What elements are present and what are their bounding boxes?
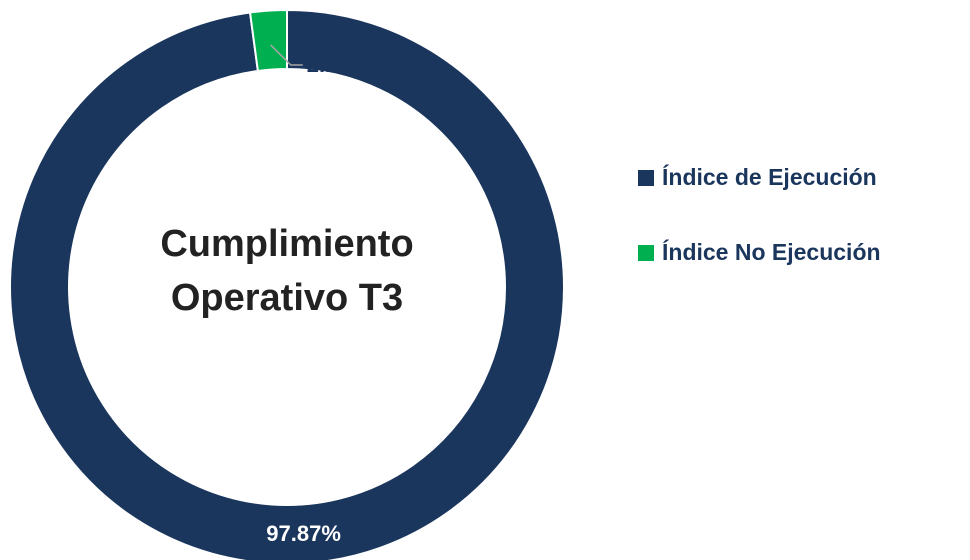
donut-slice — [9, 8, 565, 560]
legend-label: Índice No Ejecución — [662, 238, 881, 265]
legend-swatch — [638, 245, 654, 261]
donut-slice — [248, 8, 288, 73]
data-label: 2.13% — [307, 52, 369, 77]
data-label: 97.87% — [266, 521, 341, 546]
legend-swatch — [638, 170, 654, 186]
legend-label: Índice de Ejecución — [662, 163, 877, 190]
leader-line — [270, 44, 303, 66]
center-text: Operativo T3 — [171, 277, 403, 319]
center-text: Cumplimiento — [160, 223, 413, 265]
